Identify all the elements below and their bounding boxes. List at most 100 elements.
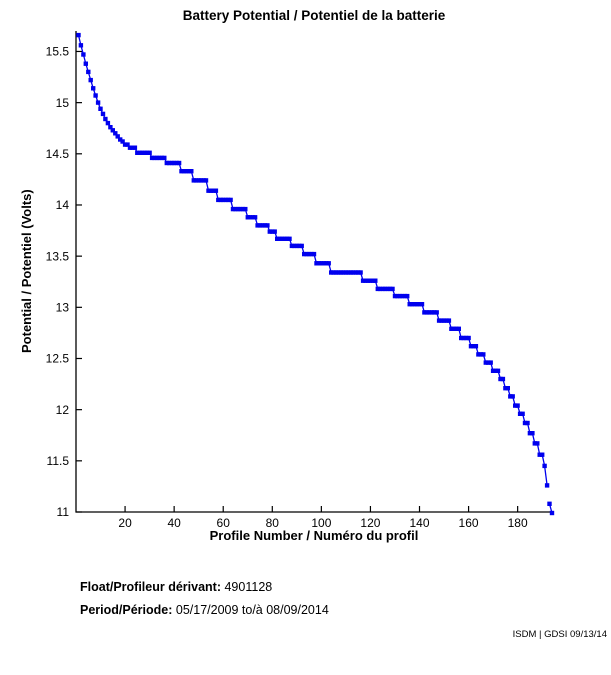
data-point-marker — [248, 215, 253, 220]
data-point-marker — [473, 344, 479, 349]
data-point-marker — [194, 178, 199, 183]
data-point-marker — [478, 352, 483, 357]
x-tick-label: 40 — [167, 516, 181, 530]
data-point-marker — [383, 286, 388, 292]
x-tick-label: 20 — [118, 516, 132, 530]
y-tick-label: 12 — [56, 403, 70, 417]
x-tick-label: 140 — [409, 516, 429, 530]
data-point-marker — [169, 160, 174, 166]
data-point-marker — [331, 270, 336, 275]
data-point-marker — [451, 326, 457, 331]
data-point-marker — [265, 223, 270, 228]
data-point-marker — [422, 310, 427, 315]
data-point-marker — [461, 335, 466, 341]
data-point-marker — [466, 335, 471, 341]
period-value: 05/17/2009 to/à 08/09/2014 — [175, 603, 329, 617]
data-point-marker — [135, 150, 140, 155]
data-point-marker — [302, 251, 307, 257]
data-point-marker — [157, 155, 162, 161]
data-point-marker — [191, 178, 196, 183]
data-point-marker — [257, 223, 263, 228]
data-point-marker — [520, 411, 525, 416]
x-tick-label: 100 — [311, 516, 331, 530]
data-point-marker — [336, 270, 341, 275]
data-point-marker — [400, 293, 405, 299]
data-point-marker — [299, 243, 304, 249]
data-point-marker — [486, 360, 491, 365]
data-point-marker — [498, 376, 503, 382]
data-point-marker — [348, 270, 353, 275]
data-point-marker — [326, 261, 331, 266]
data-point-marker — [208, 188, 214, 193]
provenance-stamp: ISDM | GDSI 09/13/14 — [512, 629, 607, 640]
data-point-marker — [78, 43, 84, 48]
data-point-marker — [319, 261, 324, 266]
x-tick-label: 160 — [459, 516, 479, 530]
data-point-marker — [140, 150, 145, 155]
data-point-marker — [149, 155, 155, 161]
data-point-marker — [174, 160, 179, 166]
data-point-marker — [147, 150, 152, 155]
y-tick-label: 15.5 — [46, 45, 70, 59]
data-point-marker — [471, 344, 476, 349]
data-point-marker — [324, 261, 329, 266]
data-point-marker — [397, 293, 403, 299]
data-point-marker — [525, 420, 530, 426]
data-point-marker — [262, 223, 268, 228]
data-point-marker — [179, 169, 184, 174]
data-point-marker — [289, 243, 295, 249]
data-point-marker — [338, 270, 344, 275]
data-point-marker — [417, 302, 422, 307]
data-point-marker — [122, 142, 128, 147]
data-point-marker — [250, 215, 255, 220]
data-point-marker — [510, 394, 515, 399]
data-point-marker — [368, 278, 373, 283]
x-tick-label: 80 — [266, 516, 280, 530]
data-point-marker — [279, 236, 285, 241]
data-point-marker — [297, 243, 302, 249]
data-point-marker — [159, 155, 165, 161]
data-point-marker — [221, 197, 226, 203]
data-point-marker — [378, 286, 383, 292]
data-point-marker — [515, 403, 520, 408]
data-point-marker — [113, 131, 118, 136]
data-series — [76, 32, 555, 516]
data-point-marker — [233, 206, 238, 212]
data-point-marker — [454, 326, 459, 331]
data-point-marker — [341, 270, 346, 275]
data-point-marker — [414, 302, 420, 307]
data-point-marker — [115, 134, 120, 139]
data-point-marker — [270, 229, 275, 234]
data-point-marker — [201, 178, 206, 183]
data-point-marker — [500, 376, 506, 382]
x-axis-label: Profile Number / Numéro du profil — [209, 528, 419, 543]
data-point-marker — [171, 160, 177, 166]
data-point-marker — [439, 318, 444, 323]
data-point-marker — [370, 278, 376, 283]
data-point-marker — [309, 251, 314, 257]
x-tick-label: 180 — [508, 516, 528, 530]
data-point-marker — [363, 278, 368, 283]
data-point-marker — [105, 120, 111, 126]
data-point-marker — [405, 293, 410, 299]
data-point-marker — [196, 178, 201, 183]
data-point-marker — [152, 155, 157, 161]
data-point-marker — [517, 411, 523, 416]
data-point-marker — [409, 302, 415, 307]
data-point-marker — [346, 270, 351, 275]
data-point-marker — [304, 251, 309, 257]
y-tick-label: 14 — [56, 198, 70, 212]
data-point-marker — [540, 452, 545, 457]
data-point-marker — [145, 150, 150, 155]
data-point-marker — [373, 278, 378, 283]
data-point-marker — [544, 483, 550, 488]
data-point-marker — [240, 206, 245, 212]
data-point-marker — [103, 116, 108, 122]
data-point-marker — [343, 270, 349, 275]
data-point-marker — [181, 169, 187, 174]
data-point-marker — [238, 206, 243, 212]
data-point-marker — [547, 501, 552, 506]
y-tick-label: 15 — [56, 96, 70, 110]
y-tick-label: 14.5 — [46, 147, 70, 161]
